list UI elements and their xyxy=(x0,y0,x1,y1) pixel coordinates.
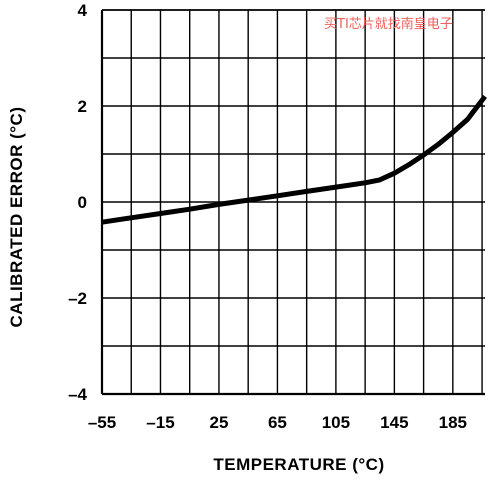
x-tick-label: 65 xyxy=(268,413,287,432)
y-tick-labels: 4 2 0 –2 –4 xyxy=(68,1,87,404)
y-tick-label: –2 xyxy=(68,289,87,308)
y-tick-label: 0 xyxy=(78,193,87,212)
x-tick-label: –15 xyxy=(146,413,174,432)
x-tick-label: 145 xyxy=(380,413,408,432)
x-axis-label: TEMPERATURE (°C) xyxy=(213,455,384,474)
plot-line-layer xyxy=(101,94,487,225)
x-tick-label: 25 xyxy=(209,413,228,432)
x-tick-labels: –55 –15 25 65 105 145 185 xyxy=(88,413,467,432)
y-axis-label: CALIBRATED ERROR (°C) xyxy=(7,107,26,328)
y-tick-label: 4 xyxy=(78,1,88,20)
watermark: 买TI芯片就找南皇电子 xyxy=(324,16,453,32)
x-tick-label: –55 xyxy=(88,413,116,432)
error-curve xyxy=(101,94,487,225)
x-tick-label: 185 xyxy=(439,413,467,432)
y-tick-label: 2 xyxy=(78,97,87,116)
x-tick-label: 105 xyxy=(322,413,350,432)
grid xyxy=(100,9,485,396)
y-tick-label: –4 xyxy=(68,385,87,404)
